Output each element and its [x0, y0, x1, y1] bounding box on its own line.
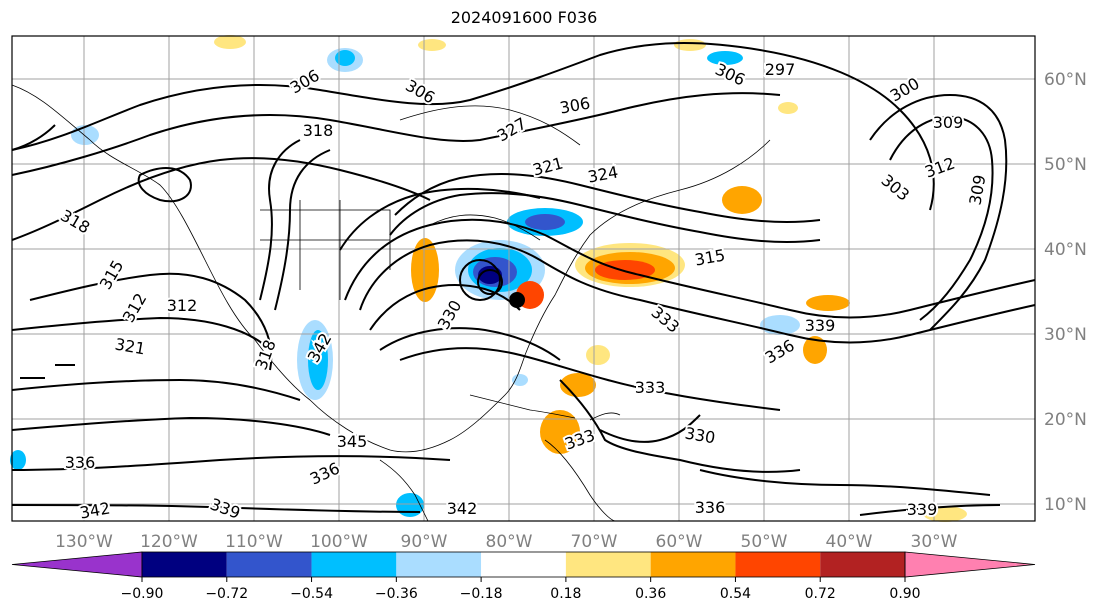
colorbar-tick-label: −0.18 [460, 586, 503, 602]
colorbar-segment [650, 552, 736, 577]
contour-value-label: 309 [933, 113, 964, 132]
colorbar-min-arrow [11, 551, 143, 578]
longitude-label: 80°W [486, 532, 533, 552]
map-border [11, 35, 1036, 522]
longitude-label: 30°W [911, 532, 958, 552]
colorbar-segment [311, 552, 397, 577]
contour-value-label: 333 [635, 378, 666, 397]
colorbar: −0.90 −0.72 −0.54 −0.36 −0.18 0.18 0.36 0.54 0.7… [11, 551, 1036, 602]
colorbar-tick-label: −0.90 [121, 586, 164, 602]
longitude-label: 60°W [656, 532, 703, 552]
colorbar-segment [481, 552, 566, 577]
colorbar-segment [396, 552, 482, 577]
contour-value-label: 339 [805, 316, 836, 335]
colorbar-tick-label: 0.72 [805, 586, 836, 602]
colorbar-tick-label: 0.36 [635, 586, 666, 602]
latitude-label: 40°N [1044, 240, 1087, 260]
colorbar-segment [142, 552, 227, 577]
longitude-label: 130°W [55, 532, 113, 552]
latitude-label: 60°N [1044, 70, 1087, 90]
contour-lines [11, 42, 1036, 516]
latitude-label: 30°N [1044, 325, 1087, 345]
colorbar-segment [735, 552, 821, 577]
colorbar-tick-label: −0.54 [290, 586, 333, 602]
colorbar-tick-label: −0.72 [205, 586, 248, 602]
contour-value-label: 297 [765, 60, 796, 79]
latitude-label: 20°N [1044, 410, 1087, 430]
contour-value-label: 345 [337, 432, 368, 451]
longitude-label: 50°W [741, 532, 788, 552]
longitude-label: 120°W [140, 532, 198, 552]
colorbar-tick-label: −0.36 [375, 586, 418, 602]
graticule [12, 36, 1035, 521]
contour-value-label: 318 [303, 121, 334, 140]
colorbar-tick-label: 0.54 [720, 586, 751, 602]
colorbar-segment [820, 552, 905, 577]
longitude-axis: 130°W 120°W 110°W 100°W 90°W 80°W 70°W 60°W 50°W… [55, 532, 958, 552]
contour-value-label: 312 [167, 296, 198, 315]
colorbar-max-arrow [904, 551, 1036, 578]
contour-value-label: 336 [65, 453, 96, 472]
longitude-label: 70°W [571, 532, 618, 552]
contour-value-label: 342 [447, 499, 478, 518]
coastlines [11, 84, 771, 522]
colorbar-tick-label: 0.18 [550, 586, 581, 602]
map-title: 2024091600 F036 [450, 8, 598, 27]
contour-value-label: 339 [907, 500, 938, 519]
colorbar-tick-label: 0.90 [889, 586, 920, 602]
contour-value-label: 336 [695, 498, 726, 517]
latitude-axis: 60°N 50°N 40°N 30°N 20°N 10°N [1044, 70, 1087, 515]
longitude-label: 40°W [826, 532, 873, 552]
colorbar-segment [565, 552, 651, 577]
colorbar-segment [226, 552, 312, 577]
latitude-label: 10°N [1044, 495, 1087, 515]
longitude-label: 100°W [310, 532, 368, 552]
latitude-label: 50°N [1044, 155, 1087, 175]
longitude-label: 110°W [225, 532, 283, 552]
longitude-label: 90°W [401, 532, 448, 552]
